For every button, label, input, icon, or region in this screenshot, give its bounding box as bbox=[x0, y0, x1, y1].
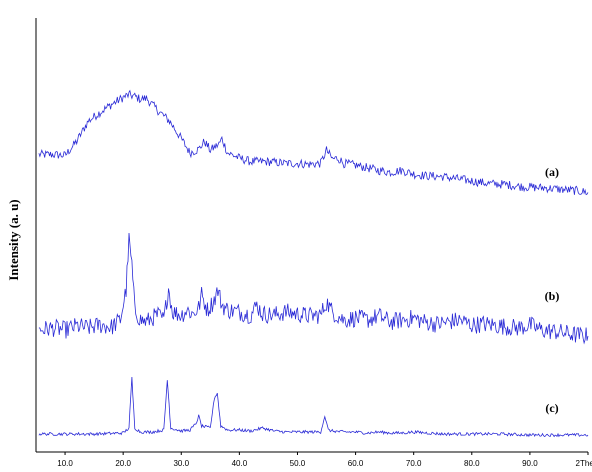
x-tick-label: 60.0 bbox=[348, 459, 364, 468]
x-tick-label: 30.0 bbox=[173, 459, 189, 468]
series-layer bbox=[38, 89, 589, 438]
x-tick-label: 90.0 bbox=[522, 459, 538, 468]
series-line bbox=[38, 376, 589, 438]
series-line bbox=[38, 232, 589, 345]
series-label: (a) bbox=[545, 165, 559, 179]
series-label: (b) bbox=[545, 289, 560, 303]
series-label: (c) bbox=[545, 401, 558, 415]
series-labels: (a) (b) (c) bbox=[545, 165, 560, 415]
x-tick-label: 70.0 bbox=[406, 459, 422, 468]
x-tick-label: 80.0 bbox=[464, 459, 480, 468]
x-tick-label: 40.0 bbox=[232, 459, 248, 468]
x-tick-label: 2Theta bbox=[576, 459, 592, 468]
x-tick-label: 10.0 bbox=[57, 459, 73, 468]
x-tick-label: 50.0 bbox=[290, 459, 306, 468]
x-tick-label: 20.0 bbox=[115, 459, 131, 468]
x-tick-marks bbox=[64, 452, 589, 455]
series-line bbox=[38, 89, 589, 196]
y-axis-label: Intensity (a. u) bbox=[6, 199, 21, 280]
x-tick-labels: 10.0 20.0 30.0 40.0 50.0 60.0 70.0 80.0 90.0 2The… bbox=[57, 459, 592, 468]
